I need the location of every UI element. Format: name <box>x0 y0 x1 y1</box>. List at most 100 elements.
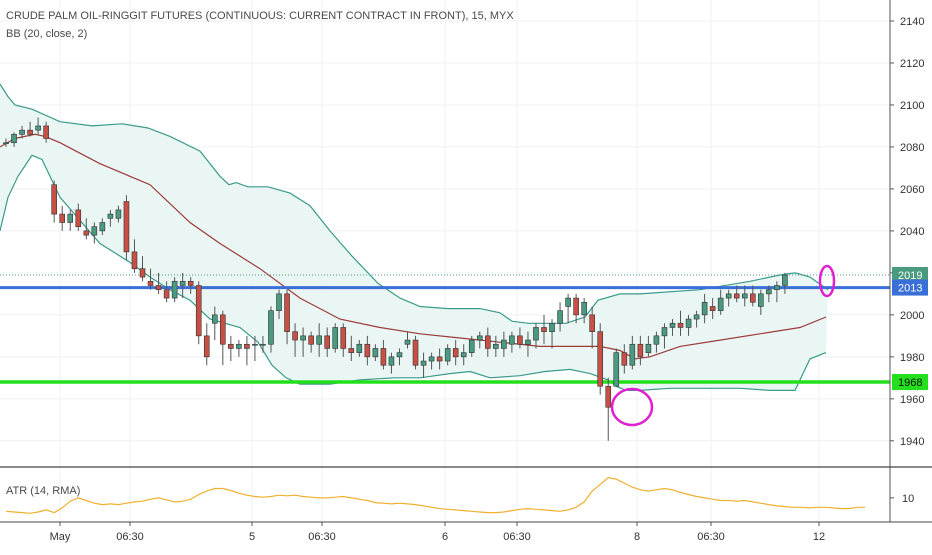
candle-body <box>147 280 154 286</box>
candle-body <box>179 280 186 286</box>
candle-body <box>460 352 467 358</box>
candle-body <box>412 339 419 366</box>
candle-body <box>3 142 9 145</box>
price-tick-label: 2000 <box>900 310 924 322</box>
candle-body <box>444 348 451 362</box>
candle-body <box>621 352 628 366</box>
time-tick-label: 06:30 <box>116 531 144 543</box>
time-tick-label: 8 <box>634 531 640 543</box>
candle-body <box>741 293 748 299</box>
price-tick-label: 2080 <box>900 142 924 154</box>
candle-body <box>452 348 459 358</box>
candle-body <box>308 335 314 345</box>
time-tick-label: 5 <box>249 531 255 543</box>
candle-body <box>605 385 612 408</box>
support-price-tag <box>892 374 928 391</box>
annotation-circle-low <box>610 387 654 427</box>
annotation-circle-high <box>818 264 836 298</box>
candle-body <box>51 184 57 215</box>
candle-body <box>549 322 555 332</box>
time-tick-label: 06:30 <box>308 531 336 543</box>
candle-body <box>332 327 339 349</box>
candle-body <box>356 343 363 353</box>
time-tick-label: May <box>50 531 71 543</box>
candle-body <box>476 335 483 341</box>
candle-body <box>380 348 387 366</box>
candle-body <box>340 327 347 349</box>
candle-body <box>268 310 274 345</box>
candle-body <box>597 331 604 387</box>
candle-body <box>565 297 571 307</box>
candle-body <box>123 201 130 253</box>
candle-body <box>661 327 668 337</box>
candle-body <box>693 314 700 320</box>
price-tick-label: 1960 <box>900 394 924 406</box>
candle-body <box>163 289 170 299</box>
candle-body <box>613 352 620 387</box>
candle-body <box>115 209 122 219</box>
candle-body <box>717 297 724 311</box>
candle-body <box>749 293 756 303</box>
time-tick-label: 06:30 <box>697 531 725 543</box>
candle-body <box>557 310 563 324</box>
candle-body <box>509 335 515 345</box>
candle-body <box>436 356 443 362</box>
candle-body <box>131 251 138 269</box>
price-tick-label: 2140 <box>900 16 924 28</box>
candle-body <box>59 213 66 223</box>
candle-body <box>316 335 322 345</box>
candle-body <box>541 327 547 332</box>
candle-body <box>517 335 523 345</box>
candle-body <box>396 352 403 358</box>
bb-basis-line <box>0 133 827 360</box>
candle-body <box>589 314 595 332</box>
candle-body <box>195 285 202 337</box>
candle-body <box>645 343 652 353</box>
candle-body <box>629 343 636 366</box>
candle-body <box>501 339 507 349</box>
candle-body <box>292 331 298 341</box>
candle-body <box>67 213 74 223</box>
candles <box>3 117 788 441</box>
indicator-label-bb: BB (20, close, 2) <box>6 28 88 40</box>
resistance-price-tag <box>892 279 928 296</box>
candle-body <box>35 125 41 131</box>
last-price-price-tag <box>892 266 928 283</box>
support-price-label: 1968 <box>898 377 922 389</box>
candle-body <box>420 360 427 366</box>
price-tick-label: 2060 <box>900 184 924 196</box>
price-tick-label: 2100 <box>900 100 924 112</box>
candle-body <box>404 339 411 345</box>
candle-body <box>211 314 218 324</box>
candle-body <box>284 293 290 332</box>
candle-body <box>236 343 242 349</box>
candle-body <box>83 230 90 236</box>
candle-body <box>11 134 17 144</box>
atr-line <box>5 477 866 514</box>
time-tick-label: 6 <box>442 531 448 543</box>
candle-body <box>428 356 435 362</box>
bb-lower-line <box>0 154 827 391</box>
candle-body <box>758 293 764 307</box>
time-tick-label: 12 <box>813 531 825 543</box>
candle-body <box>171 280 178 299</box>
candle-body <box>701 301 708 316</box>
candle-body <box>677 322 684 328</box>
candle-body <box>766 289 772 295</box>
candle-body <box>484 335 491 349</box>
candle-body <box>637 343 644 358</box>
candle-body <box>203 335 210 358</box>
candle-body <box>364 343 371 358</box>
candle-body <box>709 306 716 311</box>
candle-body <box>228 343 234 349</box>
resistance-price-label: 2013 <box>898 283 922 295</box>
candle-body <box>782 274 788 286</box>
time-tick-label: 06:30 <box>503 531 531 543</box>
candle-body <box>468 339 475 353</box>
candle-body <box>525 339 531 345</box>
bb-upper-line <box>0 83 829 324</box>
candle-body <box>99 222 106 232</box>
candle-body <box>300 335 306 341</box>
